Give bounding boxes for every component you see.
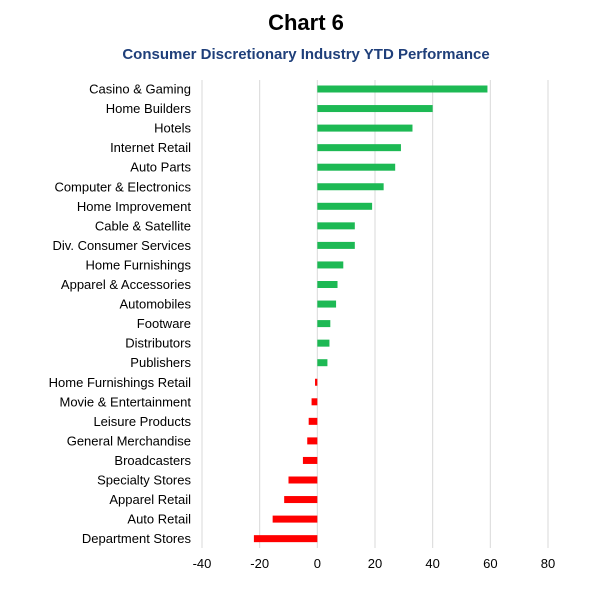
category-label: Apparel & Accessories [61,277,192,292]
bar [317,144,401,152]
bar [317,105,433,113]
category-label: Automobiles [119,297,191,312]
x-axis-ticks: -40 -20 0 20 40 60 80 [193,556,556,571]
chart-subtitle: Consumer Discretionary Industry YTD Perf… [122,46,490,63]
category-label: Auto Parts [130,160,191,175]
category-label: General Merchandise [67,433,191,448]
x-tick-label: 60 [483,556,497,571]
x-tick-label: -40 [193,556,212,571]
bar [317,300,337,308]
bar [317,281,338,288]
category-labels: Casino & Gaming Home Builders Hotels Intern… [49,82,192,547]
category-label: Home Furnishings Retail [49,375,191,390]
category-label: Home Furnishings [86,257,192,272]
x-tick-label: 0 [314,556,321,571]
bar [284,496,318,504]
bar [317,202,373,210]
category-label: Publishers [130,355,191,370]
chart-title: Chart 6 [268,10,344,35]
bar [311,398,318,406]
category-label: Department Stores [82,531,192,546]
bar [317,261,344,269]
bar [302,456,318,464]
x-tick-label: -20 [250,556,269,571]
category-label: Leisure Products [93,414,191,429]
x-tick-label: 20 [368,556,382,571]
category-label: Auto Retail [127,512,191,527]
category-label: Distributors [125,336,191,351]
bar [315,378,318,386]
x-tick-label: 80 [541,556,555,571]
category-label: Home Improvement [77,199,192,214]
bar [317,183,384,191]
bar [308,417,318,425]
bar [317,124,413,132]
bar [317,222,355,230]
category-label: Hotels [154,121,191,136]
bar [317,163,396,171]
bar [253,535,318,543]
category-label: Specialty Stores [97,473,191,488]
bar [317,85,488,93]
grid-lines [201,80,549,548]
category-label: Apparel Retail [109,492,191,507]
category-label: Internet Retail [110,140,191,155]
bars [253,85,488,543]
category-label: Movie & Entertainment [59,394,191,409]
category-label: Casino & Gaming [89,82,191,97]
category-label: Cable & Satellite [95,218,191,233]
bar [272,515,318,523]
bar [317,339,330,347]
category-label: Home Builders [106,101,192,116]
category-label: Broadcasters [114,453,191,468]
bar [288,476,318,484]
category-label: Footware [137,316,191,331]
bar [307,437,318,445]
bar [317,241,355,249]
bar [317,320,331,328]
category-label: Computer & Electronics [54,179,191,194]
category-label: Div. Consumer Services [53,238,192,253]
bar [317,359,328,367]
x-tick-label: 40 [425,556,439,571]
